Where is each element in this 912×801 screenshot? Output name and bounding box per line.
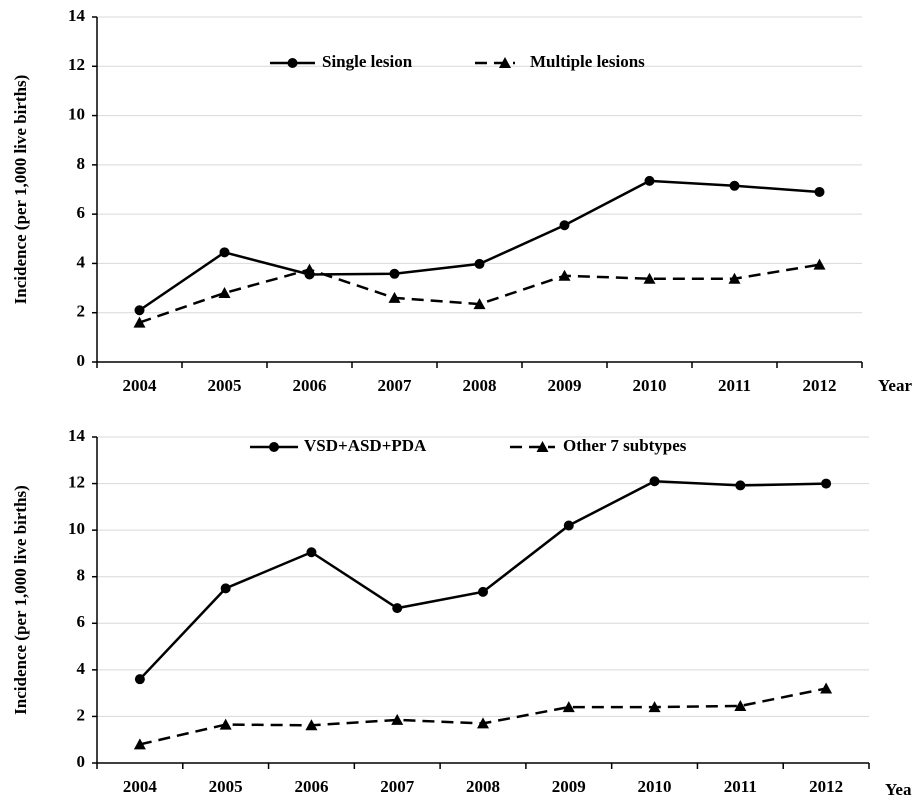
x-tick-label: 2009 <box>548 376 582 395</box>
legend-label: VSD+ASD+PDA <box>304 436 427 455</box>
y-axis-label: Incidence (per 1,000 live births) <box>11 485 30 715</box>
point <box>728 272 741 284</box>
point <box>820 682 833 694</box>
legend-marker <box>269 442 279 452</box>
y-tick-label: 2 <box>77 302 86 321</box>
y-tick-label: 6 <box>77 612 86 631</box>
point <box>562 701 575 713</box>
legend-label: Single lesion <box>322 52 413 71</box>
point <box>729 180 740 191</box>
x-tick-label: 2012 <box>803 376 837 395</box>
point <box>478 586 488 597</box>
point <box>474 258 485 269</box>
point <box>219 718 232 730</box>
legend-marker <box>499 57 511 68</box>
point <box>563 520 574 531</box>
x-tick-label: 2011 <box>724 777 757 796</box>
x-tick-label: 2006 <box>293 376 327 395</box>
point <box>391 713 404 725</box>
point <box>219 247 230 258</box>
series-line <box>138 179 820 312</box>
point <box>392 603 403 614</box>
point <box>473 298 486 310</box>
legend-label: Other 7 subtypes <box>563 436 687 455</box>
point <box>814 186 825 197</box>
series-line <box>139 263 820 324</box>
series-line <box>138 479 827 681</box>
point <box>813 258 826 270</box>
y-tick-label: 6 <box>77 203 86 222</box>
x-tick-label: 2005 <box>208 376 242 395</box>
point <box>649 476 660 487</box>
y-tick-label: 4 <box>77 252 86 271</box>
legend-marker <box>536 441 549 452</box>
point <box>306 547 317 558</box>
y-tick-label: 14 <box>68 426 86 445</box>
point <box>305 719 318 731</box>
point <box>821 478 832 489</box>
y-tick-label: 8 <box>77 566 86 585</box>
x-tick-label: 2011 <box>718 376 751 395</box>
point <box>134 674 145 685</box>
x-axis-label: Year <box>878 376 912 395</box>
point <box>133 316 146 328</box>
point <box>133 738 146 750</box>
x-axis-label: Year <box>885 780 912 799</box>
point <box>477 717 489 729</box>
x-tick-label: 2004 <box>123 777 158 796</box>
y-tick-label: 10 <box>68 519 85 538</box>
point <box>134 305 145 316</box>
point <box>648 701 661 713</box>
point <box>643 272 656 284</box>
y-axis-label: Incidence (per 1,000 live births) <box>11 75 30 305</box>
point <box>559 220 570 231</box>
legend-label: Multiple lesions <box>530 52 645 71</box>
y-tick-label: 12 <box>68 55 85 74</box>
x-tick-label: 2012 <box>809 777 843 796</box>
point <box>220 583 231 594</box>
y-tick-label: 0 <box>77 351 86 370</box>
y-tick-label: 4 <box>77 659 86 678</box>
y-tick-label: 2 <box>77 705 86 724</box>
y-tick-label: 0 <box>77 752 86 771</box>
point <box>558 269 571 281</box>
y-tick-label: 12 <box>68 472 85 491</box>
x-tick-label: 2010 <box>638 777 672 796</box>
x-tick-label: 2007 <box>380 777 415 796</box>
x-tick-label: 2004 <box>123 376 158 395</box>
point <box>389 268 400 279</box>
y-tick-label: 8 <box>77 154 86 173</box>
point <box>303 263 316 275</box>
point <box>218 287 231 298</box>
point <box>734 699 747 711</box>
point <box>735 480 746 491</box>
x-tick-label: 2008 <box>463 376 497 395</box>
x-tick-label: 2009 <box>552 777 586 796</box>
legend-marker <box>287 58 298 68</box>
x-tick-label: 2007 <box>378 376 413 395</box>
point <box>644 175 655 186</box>
x-tick-label: 2005 <box>209 777 243 796</box>
y-tick-label: 14 <box>68 6 86 25</box>
x-tick-label: 2010 <box>633 376 667 395</box>
x-tick-label: 2008 <box>466 777 500 796</box>
x-tick-label: 2006 <box>294 777 328 796</box>
point <box>388 291 401 303</box>
y-tick-label: 10 <box>68 104 85 123</box>
